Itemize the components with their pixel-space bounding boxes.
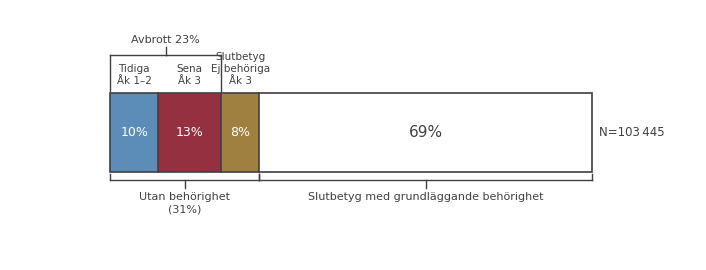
Text: Avbrott 23%: Avbrott 23% [131, 35, 200, 45]
Text: Slutbetyg med grundläggande behörighet: Slutbetyg med grundläggande behörighet [308, 193, 543, 202]
Text: 69%: 69% [409, 125, 443, 140]
Bar [259, 93, 592, 172]
Text: Tidiga
Åk 1–2: Tidiga Åk 1–2 [116, 64, 152, 86]
Bar [158, 93, 221, 172]
Bar [110, 93, 158, 172]
Bar [221, 93, 259, 172]
Text: 13%: 13% [176, 126, 203, 139]
Text: 8%: 8% [230, 126, 250, 139]
Text: 10%: 10% [120, 126, 148, 139]
Text: Sena
Åk 3: Sena Åk 3 [176, 64, 203, 86]
Bar [110, 93, 592, 172]
Text: Slutbetyg
Ej behöriga
Åk 3: Slutbetyg Ej behöriga Åk 3 [210, 52, 270, 86]
Text: Utan behörighet
(31%): Utan behörighet (31%) [139, 193, 230, 215]
Text: N=103 445: N=103 445 [599, 126, 664, 139]
